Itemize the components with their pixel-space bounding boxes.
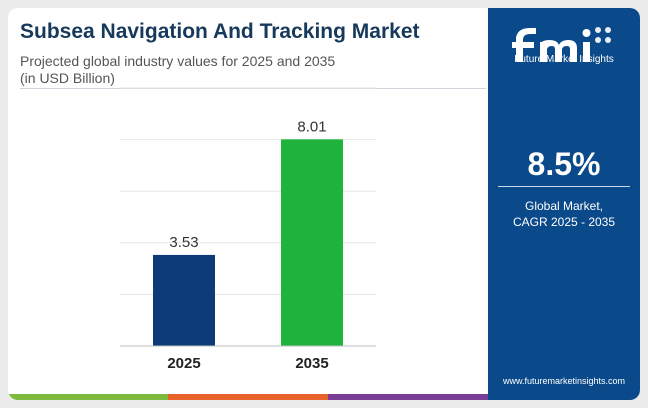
cagr-label: Global Market, CAGR 2025 - 2035	[488, 198, 640, 230]
chart-subtitle: Projected global industry values for 202…	[20, 53, 460, 87]
cagr-divider	[498, 186, 630, 187]
sidebar-panel: Future Market Insights 8.5% Global Marke…	[488, 8, 640, 400]
website-url: www.futuremarketinsights.com	[502, 376, 626, 386]
chart-title: Subsea Navigation And Tracking Market	[20, 20, 420, 43]
bar-chart: 3.53 2025 8.01 2035	[120, 87, 376, 372]
bar-2035	[281, 139, 343, 346]
logo-text: Future Market Insights	[514, 54, 614, 65]
cagr-label-line-2: CAGR 2025 - 2035	[512, 215, 616, 229]
fmi-logo-icon	[512, 27, 611, 62]
data-label-2035: 8.01	[297, 118, 326, 135]
footer-stripe-purple	[328, 394, 488, 400]
infographic-card: Subsea Navigation And Tracking Market Pr…	[8, 8, 640, 400]
cagr-label-line-1: Global Market,	[524, 199, 604, 213]
subtitle-line-1: Projected global industry values for 202…	[20, 53, 336, 69]
x-tick-label-2025: 2025	[167, 355, 200, 372]
x-tick-label-2035: 2035	[295, 355, 328, 372]
subtitle-line-2: (in USD Billion)	[20, 70, 115, 86]
footer-stripe-green	[8, 394, 168, 400]
footer-stripe-orange	[168, 394, 328, 400]
data-label-2025: 3.53	[169, 234, 198, 251]
bar-2025	[153, 254, 215, 346]
cagr-value: 8.5%	[527, 146, 601, 182]
